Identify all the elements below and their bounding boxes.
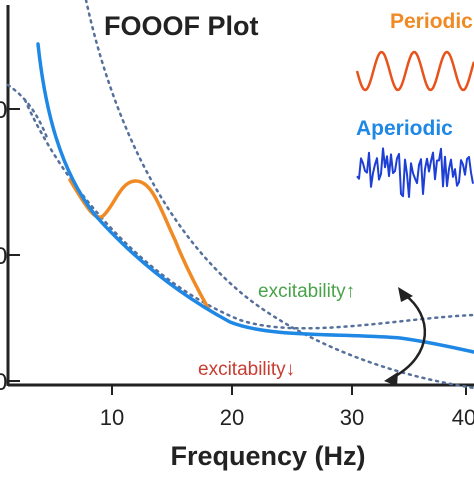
plot-title: FOOOF Plot xyxy=(104,11,259,41)
dotted-fit-curve-flat xyxy=(23,98,474,330)
arrow-head-down xyxy=(384,372,398,386)
periodic-legend-label: Periodic xyxy=(390,10,473,33)
aperiodic-noise-icon xyxy=(356,147,474,198)
x-tick-label: 40 xyxy=(452,405,474,430)
excitability-down-label: excitability↓ xyxy=(198,359,295,380)
aperiodic-legend-label: Aperiodic xyxy=(356,117,453,140)
y-tick-label: 0 xyxy=(0,243,7,270)
y-tick-label: 0 xyxy=(0,97,7,124)
aperiodic-spectrum-curve xyxy=(36,42,474,354)
x-tick-label: 20 xyxy=(220,405,244,430)
periodic-peak-curve xyxy=(68,178,210,310)
excitability-up-label: excitability↑ xyxy=(258,281,355,302)
rotation-double-arrow xyxy=(391,293,426,380)
dotted-fit-curve-steep xyxy=(84,0,474,390)
x-tick-label: 30 xyxy=(340,405,364,430)
periodic-wave-icon xyxy=(355,50,474,92)
x-axis-label: Frequency (Hz) xyxy=(170,441,365,471)
arrow-head-up xyxy=(398,287,413,302)
dotted-fit-curve-upper xyxy=(6,83,50,142)
y-tick-label: 0 xyxy=(0,369,7,396)
x-tick-label: 10 xyxy=(100,405,124,430)
